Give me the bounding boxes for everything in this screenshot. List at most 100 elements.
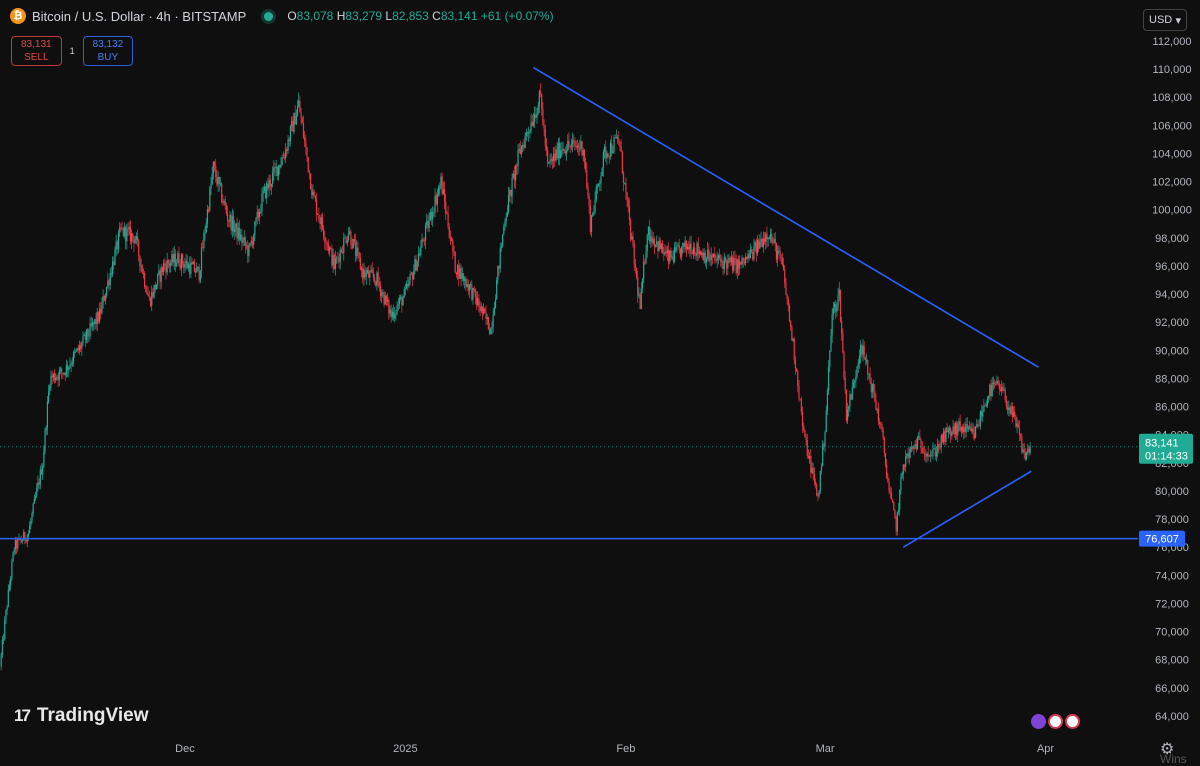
candle-body (791, 326, 793, 341)
candle-body (115, 241, 117, 250)
x-tick-label: 2025 (393, 743, 417, 755)
candle-body (520, 146, 523, 154)
candle-body (183, 263, 185, 268)
candle-body (250, 241, 252, 244)
y-tick-label: 104,000 (1152, 148, 1192, 160)
symbol-title[interactable]: Bitcoin / U.S. Dollar · 4h · BITSTAMP (32, 8, 247, 24)
candle-body (1024, 452, 1026, 460)
candle-body (550, 159, 552, 161)
gear-icon[interactable]: ⚙ (1160, 741, 1175, 758)
candle-body (662, 243, 664, 253)
candle-body (985, 405, 987, 407)
candle-body (583, 150, 586, 163)
candle-body (360, 268, 363, 270)
candle-body (971, 428, 973, 432)
candle-body (976, 424, 978, 427)
candle-body (337, 257, 339, 259)
candle-body (390, 309, 392, 317)
candle-body (800, 399, 802, 412)
candle-body (646, 235, 648, 251)
candle-body (889, 491, 891, 494)
candle-body (5, 610, 7, 621)
candle-body (893, 502, 895, 511)
candle-body (211, 173, 213, 184)
candle-body (45, 427, 47, 431)
candle-body (421, 239, 423, 248)
candle-body (664, 251, 666, 255)
flag-icon[interactable] (1065, 714, 1080, 729)
candle-body (473, 287, 475, 289)
candle-body (108, 280, 110, 285)
candle-body (989, 384, 991, 396)
events-flags[interactable] (1031, 714, 1080, 729)
y-tick-label: 72,000 (1155, 598, 1189, 610)
candle-body (31, 513, 33, 521)
candle-body (682, 243, 684, 247)
candle-body (11, 561, 13, 579)
candle-body (531, 122, 533, 126)
candle-body (926, 453, 928, 457)
candle-body (321, 217, 324, 229)
candle-body (724, 257, 727, 262)
candle-body (564, 150, 567, 154)
candle-body (771, 233, 773, 243)
candle-body (594, 199, 596, 212)
buy-button[interactable]: 83,132 BUY (82, 36, 134, 66)
candle-body (262, 190, 264, 194)
candle-body (538, 91, 540, 106)
candle-body (535, 114, 537, 118)
candle-body (689, 243, 691, 250)
candle-body (571, 140, 574, 144)
candle-body (479, 307, 481, 312)
candle-body (707, 249, 709, 260)
candle-body (709, 260, 711, 261)
candle-body (161, 267, 164, 273)
candle-body (352, 239, 354, 249)
candle-body (270, 183, 273, 187)
candle-body (372, 272, 375, 278)
candle-body (645, 250, 647, 263)
candle-body (959, 421, 961, 431)
candle-body (544, 128, 546, 146)
candle-body (869, 373, 871, 383)
candle-body (347, 233, 350, 241)
candle-body (675, 247, 677, 251)
candle-body (103, 295, 105, 301)
candle-body (747, 253, 749, 259)
candle-body (554, 153, 556, 161)
candle-body (102, 295, 104, 303)
candle-body (173, 253, 175, 263)
candle-body (505, 216, 507, 222)
flag-icon[interactable] (1031, 714, 1046, 729)
candle-body (1001, 386, 1003, 391)
candle-body (628, 206, 631, 221)
candle-body (377, 272, 379, 283)
candle-body (1025, 452, 1028, 460)
candle-body (326, 242, 328, 245)
candle-body (178, 253, 180, 266)
candle-body (351, 244, 353, 249)
candle-body (536, 113, 538, 118)
candle-body (589, 205, 591, 232)
candle-body (306, 147, 308, 158)
candle-body (243, 237, 245, 240)
candle-body (714, 253, 716, 260)
candle-body (189, 264, 191, 275)
flag-icon[interactable] (1048, 714, 1063, 729)
candle-body (474, 288, 476, 297)
currency-selector[interactable]: USD ▾ (1143, 9, 1187, 31)
candle-body (369, 272, 371, 278)
candle-body (158, 270, 160, 275)
candle-body (669, 250, 671, 263)
candle-body (720, 258, 722, 262)
candle-body (75, 351, 77, 353)
candle-body (671, 256, 673, 258)
sell-button[interactable]: 83,131 SELL (11, 36, 62, 66)
candle-body (551, 159, 554, 162)
candle-body (51, 375, 53, 378)
candle-body (84, 334, 86, 341)
price-change: +61 (+0.07%) (480, 9, 554, 23)
candle-body (876, 409, 878, 410)
candle-body (261, 193, 263, 212)
